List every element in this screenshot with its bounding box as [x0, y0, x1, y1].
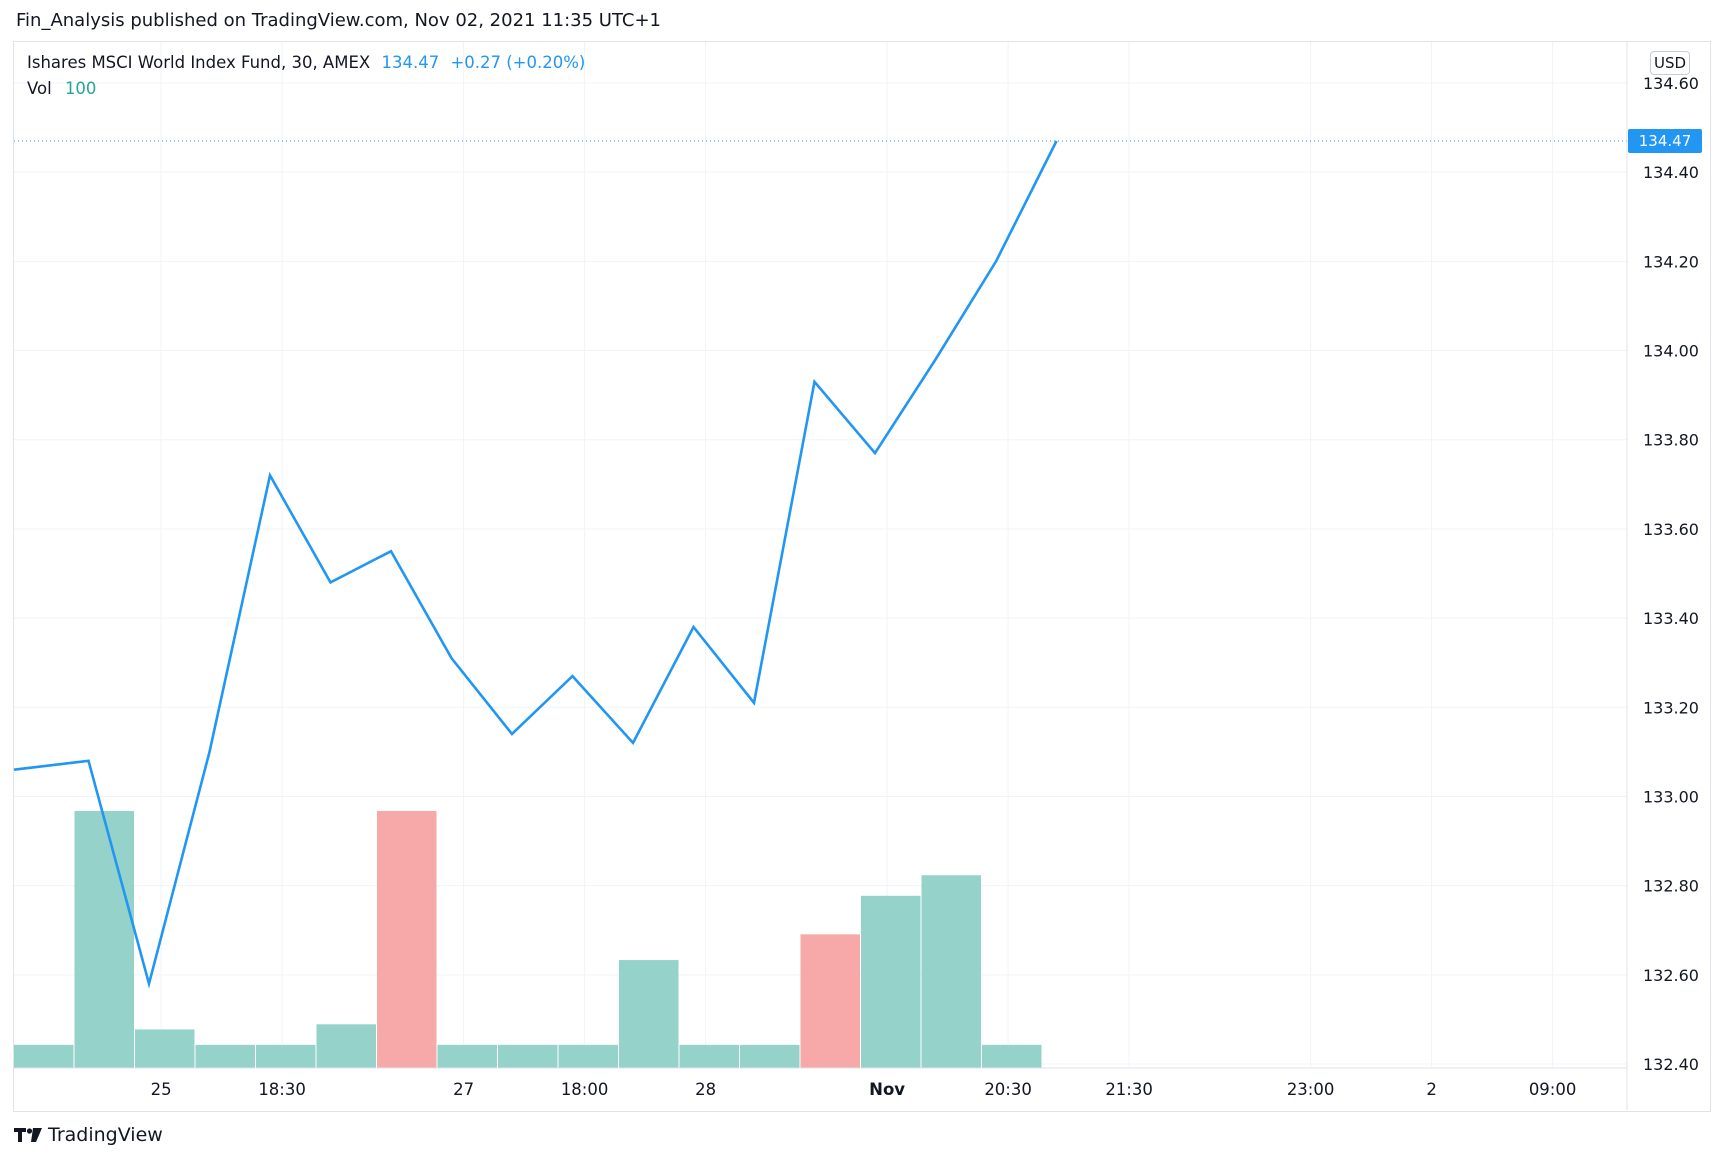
time-axis-tick-label: 27 [453, 1080, 474, 1099]
volume-legend: Vol 100 [27, 79, 96, 98]
price-axis-tick-label: 134.40 [1643, 163, 1699, 182]
volume-bar [498, 1044, 558, 1068]
price-axis-tick-label: 133.00 [1643, 787, 1699, 806]
volume-bars [14, 811, 1042, 1068]
price-axis-labels: 134.60 134.40 134.20 134.00 133.80 133.60 133.… [1643, 74, 1699, 1074]
price-axis-tick-label: 133.20 [1643, 698, 1699, 717]
volume-bar [74, 811, 134, 1068]
time-axis-labels: 25 18:30 27 18:00 28 Nov 20:30 21:30 23:00 2 09:00 [151, 1080, 1577, 1099]
price-axis-tick-label: 134.00 [1643, 342, 1699, 361]
price-axis-tick-label: 133.60 [1643, 520, 1699, 539]
volume-bar [800, 934, 860, 1068]
time-axis-tick-label: 18:30 [258, 1080, 306, 1099]
volume-bar [740, 1044, 800, 1068]
chart-frame[interactable] [13, 41, 1711, 1112]
tradingview-brand-label: TradingView [48, 1124, 163, 1146]
volume-bar [135, 1029, 195, 1068]
time-axis-tick-label: 18:00 [561, 1080, 609, 1099]
time-axis-tick-label: 09:00 [1529, 1080, 1577, 1099]
last-price-tag-label: 134.47 [1639, 132, 1692, 150]
price-axis-tick-label: 134.60 [1643, 74, 1699, 93]
volume-bar [921, 875, 981, 1068]
price-axis-tick-label: 133.40 [1643, 609, 1699, 628]
volume-value: 100 [64, 79, 97, 98]
time-axis-tick-label: 2 [1426, 1080, 1437, 1099]
volume-bar [861, 895, 921, 1068]
price-axis-tick-label: 133.80 [1643, 431, 1699, 450]
volume-bar [982, 1044, 1042, 1068]
currency-button[interactable]: USD [1650, 51, 1690, 75]
volume-bar [195, 1044, 255, 1068]
tradingview-logo-icon [14, 1128, 42, 1142]
series-legend: Ishares MSCI World Index Fund, 30, AMEX … [27, 53, 585, 72]
volume-bar [316, 1024, 376, 1068]
volume-bar [14, 1044, 74, 1068]
time-axis-tick-label: Nov [869, 1080, 905, 1099]
time-axis-tick-label: 20:30 [984, 1080, 1032, 1099]
price-axis-tick-label: 132.40 [1643, 1055, 1699, 1074]
volume-bar [619, 960, 679, 1068]
price-axis-tick-label: 132.80 [1643, 877, 1699, 896]
volume-bar [558, 1044, 618, 1068]
price-series-line [13, 140, 1058, 989]
time-axis-tick-label: 28 [695, 1080, 716, 1099]
tradingview-brand[interactable]: TradingView [14, 1124, 163, 1146]
price-axis-tick-label: 134.20 [1643, 252, 1699, 271]
symbol-title: Ishares MSCI World Index Fund, 30, AMEX [27, 53, 371, 72]
price-change-value: +0.27 (+0.20%) [450, 53, 586, 72]
time-axis-tick-label: 25 [151, 1080, 172, 1099]
volume-bar [377, 811, 437, 1068]
time-axis-tick-label: 23:00 [1287, 1080, 1335, 1099]
price-axis-tick-label: 132.60 [1643, 966, 1699, 985]
volume-bar [679, 1044, 739, 1068]
time-axis-tick-label: 21:30 [1105, 1080, 1153, 1099]
volume-label: Vol [27, 79, 52, 98]
grid-lines [14, 42, 1627, 1068]
last-price-tag: 134.47 [1628, 128, 1702, 153]
volume-bar [437, 1044, 497, 1068]
last-price-value: 134.47 [381, 53, 440, 72]
volume-bar [256, 1044, 316, 1068]
publisher-line: Fin_Analysis published on TradingView.co… [16, 10, 662, 31]
